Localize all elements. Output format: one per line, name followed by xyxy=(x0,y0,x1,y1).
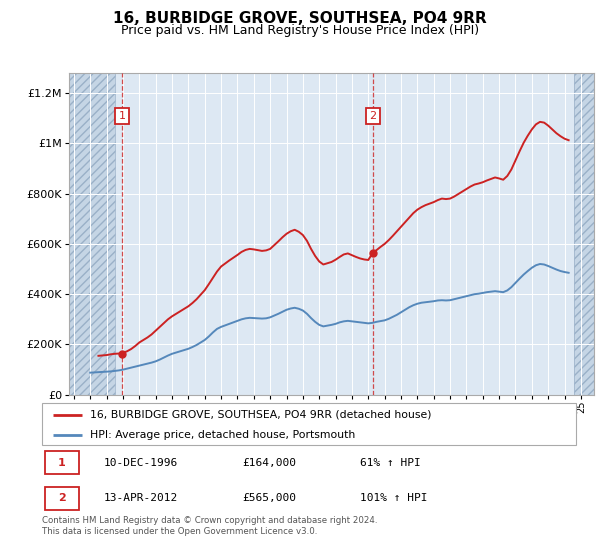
Text: Price paid vs. HM Land Registry's House Price Index (HPI): Price paid vs. HM Land Registry's House … xyxy=(121,24,479,37)
Text: £164,000: £164,000 xyxy=(242,458,296,468)
Text: HPI: Average price, detached house, Portsmouth: HPI: Average price, detached house, Port… xyxy=(90,430,355,440)
Text: 1: 1 xyxy=(58,458,66,468)
Text: 2: 2 xyxy=(370,111,376,122)
Text: 1: 1 xyxy=(118,111,125,122)
Text: 101% ↑ HPI: 101% ↑ HPI xyxy=(360,493,427,503)
Text: 13-APR-2012: 13-APR-2012 xyxy=(103,493,178,503)
Text: 16, BURBIDGE GROVE, SOUTHSEA, PO4 9RR: 16, BURBIDGE GROVE, SOUTHSEA, PO4 9RR xyxy=(113,11,487,26)
Text: Contains HM Land Registry data © Crown copyright and database right 2024.
This d: Contains HM Land Registry data © Crown c… xyxy=(42,516,377,536)
Bar xyxy=(44,487,79,510)
Text: 61% ↑ HPI: 61% ↑ HPI xyxy=(360,458,421,468)
Text: 10-DEC-1996: 10-DEC-1996 xyxy=(103,458,178,468)
Text: 2: 2 xyxy=(58,493,66,503)
Text: £565,000: £565,000 xyxy=(242,493,296,503)
Text: 16, BURBIDGE GROVE, SOUTHSEA, PO4 9RR (detached house): 16, BURBIDGE GROVE, SOUTHSEA, PO4 9RR (d… xyxy=(90,409,431,419)
Bar xyxy=(44,451,79,474)
